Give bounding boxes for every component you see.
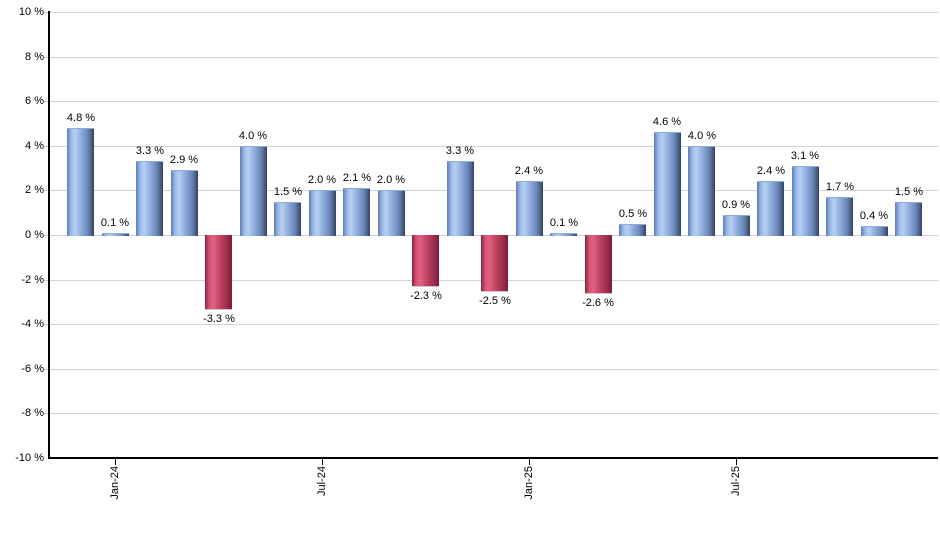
bar bbox=[550, 233, 577, 236]
bar-value-label: 2.1 % bbox=[342, 172, 372, 184]
x-axis-tick bbox=[115, 458, 116, 465]
y-tick-label: -8 % bbox=[21, 407, 44, 419]
y-tick-label: -2 % bbox=[21, 274, 44, 286]
bar bbox=[343, 188, 370, 236]
x-axis-tick bbox=[736, 458, 737, 465]
x-tick-label: Jan-25 bbox=[523, 466, 535, 500]
bar bbox=[723, 215, 750, 236]
x-axis-line bbox=[48, 457, 938, 459]
y-tick-label: 8 % bbox=[25, 51, 44, 63]
bar bbox=[895, 202, 922, 236]
bar-value-label: 4.6 % bbox=[652, 116, 682, 128]
bar-value-label: -2.5 % bbox=[479, 295, 511, 307]
bar-value-label: 1.5 % bbox=[894, 186, 924, 198]
bar-value-label: 0.4 % bbox=[859, 210, 889, 222]
bar-value-label: 2.4 % bbox=[514, 165, 544, 177]
bar-value-label: -3.3 % bbox=[203, 313, 235, 325]
bar-value-label: 3.1 % bbox=[790, 150, 820, 162]
y-tick-label: 10 % bbox=[18, 6, 44, 18]
bar bbox=[757, 181, 784, 236]
bar-value-label: 2.9 % bbox=[169, 154, 199, 166]
bar bbox=[654, 132, 681, 236]
bar-value-label: 0.5 % bbox=[618, 208, 648, 220]
gridline bbox=[44, 413, 938, 414]
gridline bbox=[44, 12, 938, 13]
bar bbox=[309, 190, 336, 236]
bar-value-label: 2.0 % bbox=[307, 174, 337, 186]
bar-value-label: 4.0 % bbox=[238, 130, 268, 142]
x-tick-label: Jan-24 bbox=[109, 466, 121, 500]
y-tick-label: 2 % bbox=[25, 184, 44, 196]
gridline bbox=[44, 101, 938, 102]
x-axis-tick bbox=[529, 458, 530, 465]
bar bbox=[516, 181, 543, 236]
bar-value-label: 3.3 % bbox=[445, 145, 475, 157]
bar bbox=[792, 166, 819, 236]
bar bbox=[688, 146, 715, 236]
y-tick-label: -6 % bbox=[21, 363, 44, 375]
bar bbox=[447, 161, 474, 236]
y-tick-label: -4 % bbox=[21, 318, 44, 330]
gridline bbox=[44, 57, 938, 58]
bar bbox=[861, 226, 888, 236]
bar-value-label: 0.1 % bbox=[100, 217, 130, 229]
bar bbox=[826, 197, 853, 236]
gridline bbox=[44, 146, 938, 147]
x-axis-tick bbox=[322, 458, 323, 465]
bar-value-label: 0.9 % bbox=[721, 199, 751, 211]
bar bbox=[412, 235, 439, 287]
y-axis-line bbox=[48, 11, 50, 459]
bar bbox=[240, 146, 267, 236]
y-tick-label: 4 % bbox=[25, 140, 44, 152]
y-tick-label: 6 % bbox=[25, 95, 44, 107]
bar bbox=[274, 202, 301, 236]
bar bbox=[619, 224, 646, 236]
x-tick-label: Jul-25 bbox=[730, 466, 742, 496]
bar-value-label: 2.4 % bbox=[756, 165, 786, 177]
bar-value-label: -2.6 % bbox=[582, 297, 614, 309]
bar-value-label: 2.0 % bbox=[376, 174, 406, 186]
bar bbox=[102, 233, 129, 236]
y-tick-label: -10 % bbox=[15, 452, 44, 464]
bar bbox=[136, 161, 163, 236]
gridline bbox=[44, 324, 938, 325]
bar bbox=[481, 235, 508, 292]
bar bbox=[205, 235, 232, 310]
bar bbox=[171, 170, 198, 236]
bar-value-label: 1.5 % bbox=[273, 186, 303, 198]
bar-value-label: 4.8 % bbox=[66, 112, 96, 124]
x-tick-label: Jul-24 bbox=[316, 466, 328, 496]
bar-value-label: 0.1 % bbox=[549, 217, 579, 229]
gridline bbox=[44, 369, 938, 370]
bar bbox=[378, 190, 405, 236]
bar bbox=[585, 235, 612, 294]
bar-value-label: -2.3 % bbox=[410, 290, 442, 302]
gridline bbox=[44, 190, 938, 191]
bar bbox=[67, 128, 94, 236]
y-tick-label: 0 % bbox=[25, 229, 44, 241]
bar-value-label: 4.0 % bbox=[687, 130, 717, 142]
bar-value-label: 3.3 % bbox=[135, 145, 165, 157]
bar-value-label: 1.7 % bbox=[825, 181, 855, 193]
